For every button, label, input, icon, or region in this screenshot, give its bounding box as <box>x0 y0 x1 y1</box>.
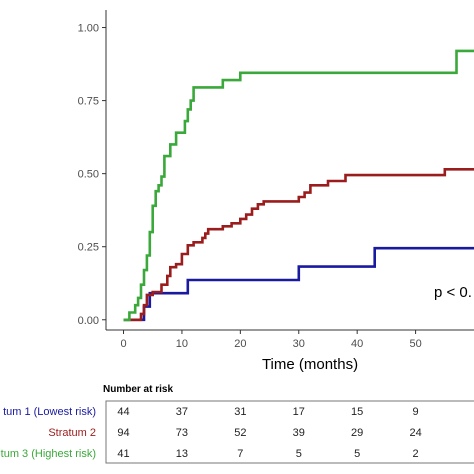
risk-cell: 29 <box>351 427 363 439</box>
risk-cell: 2 <box>413 448 419 460</box>
risk-cell: 31 <box>234 406 246 418</box>
risk-cell: 17 <box>293 406 305 418</box>
risk-cell: 15 <box>351 406 363 418</box>
risk-cell: 5 <box>296 448 302 460</box>
x-tick-label: 20 <box>234 338 246 350</box>
p-value-annotation: p < 0. <box>434 284 472 301</box>
risk-cell: 5 <box>354 448 360 460</box>
risk-cell: 52 <box>234 427 246 439</box>
risk-cell: 94 <box>117 427 129 439</box>
risk-cell: 9 <box>413 406 419 418</box>
risk-cell: 37 <box>176 406 188 418</box>
risk-table: Number at risk tum 1 (Lowest risk) 44 37 31 1… <box>1 384 474 464</box>
risk-cell: 13 <box>176 448 188 460</box>
x-tick-label: 0 <box>120 338 126 350</box>
km-curve-stratum-2 <box>123 168 474 322</box>
km-curve-stratum-3 <box>123 49 474 322</box>
risk-row-label: tum 1 (Lowest risk) <box>3 406 96 418</box>
risk-cell: 41 <box>117 448 129 460</box>
risk-row-label: Stratum 2 <box>48 427 96 439</box>
plot-area: 0.00 0.25 0.50 0.75 1.00 0 10 20 30 40 50 Time (mon… <box>78 10 474 373</box>
x-tick-label: 50 <box>409 338 421 350</box>
risk-table-title: Number at risk <box>103 384 173 395</box>
x-tick-label: 10 <box>176 338 188 350</box>
risk-cell: 73 <box>176 427 188 439</box>
x-tick-label: 40 <box>351 338 363 350</box>
y-tick-label: 0.25 <box>78 242 99 254</box>
risk-cell: 7 <box>237 448 243 460</box>
risk-table-frame <box>105 400 474 464</box>
risk-cell: 24 <box>409 427 421 439</box>
risk-cell: 44 <box>117 406 129 418</box>
risk-row-label: tum 3 (Highest risk) <box>1 448 96 460</box>
x-axis-title: Time (months) <box>262 356 358 373</box>
y-tick-label: 0.00 <box>78 315 99 327</box>
y-tick-label: 0.75 <box>78 96 99 108</box>
y-tick-label: 1.00 <box>78 23 99 35</box>
x-tick-label: 30 <box>293 338 305 350</box>
km-curve-stratum-1 <box>123 246 474 322</box>
y-tick-label: 0.50 <box>78 169 99 181</box>
risk-cell: 39 <box>293 427 305 439</box>
